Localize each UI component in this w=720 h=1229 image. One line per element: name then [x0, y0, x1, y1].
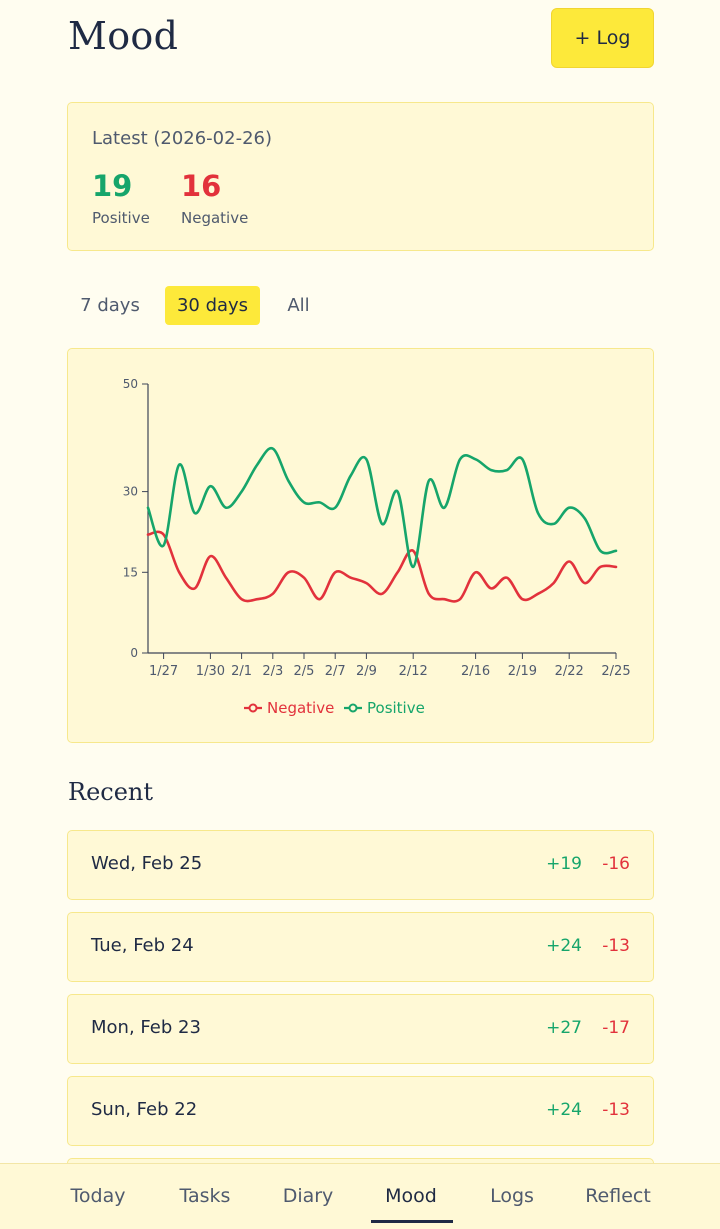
entry-negative: -16: [602, 854, 630, 874]
range-tab-7-days[interactable]: 7 days: [80, 295, 140, 316]
mood-chart: 0 15 30 50 1/27 1/30 2/1 2/3 2/5 2/7 2/9 2/12 2/16 2/…: [123, 377, 631, 717]
mood-chart-card: 0 15 30 50 1/27 1/30 2/1 2/3 2/5 2/7 2/9 2/12 2/16 2/…: [67, 348, 654, 743]
negative-label: Negative: [181, 209, 249, 227]
y-tick-label: 50: [123, 377, 138, 391]
entry-positive: +24: [546, 936, 582, 956]
x-tick-label: 2/22: [555, 664, 584, 679]
series-line-negative: [146, 530, 618, 603]
range-tab-30-days[interactable]: 30 days: [165, 286, 260, 325]
x-tick-label: 2/1: [231, 664, 252, 679]
legend-marker-positive: [348, 703, 358, 713]
negative-value: 16: [181, 169, 222, 203]
bottom-nav: Today Tasks Diary Mood Logs Reflect: [0, 1163, 720, 1229]
entry-date: Wed, Feb 25: [91, 853, 203, 874]
legend-label-positive: Positive: [367, 699, 425, 717]
nav-logs[interactable]: Logs: [490, 1185, 534, 1207]
entry-date: Tue, Feb 24: [91, 935, 194, 956]
x-tick-label: 2/25: [601, 664, 630, 679]
positive-metric: 19 Positive: [92, 169, 150, 227]
nav-reflect[interactable]: Reflect: [585, 1185, 651, 1207]
entry-positive: +24: [546, 1100, 582, 1120]
x-tick-label: 2/12: [399, 664, 428, 679]
page-title: Mood: [68, 14, 179, 58]
nav-tasks[interactable]: Tasks: [179, 1185, 231, 1207]
positive-label: Positive: [92, 209, 150, 227]
entry-positive: +19: [546, 854, 582, 874]
legend-marker-negative: [248, 703, 258, 713]
latest-label: Latest (2026-02-26): [92, 128, 272, 149]
x-tick-label: 1/27: [149, 664, 178, 679]
entry-date: Sun, Feb 22: [91, 1099, 198, 1120]
nav-diary[interactable]: Diary: [282, 1185, 334, 1207]
latest-card: Latest (2026-02-26) 19 Positive 16 Negat…: [67, 102, 654, 251]
recent-entry[interactable]: Mon, Feb 23 +27 -17: [67, 994, 654, 1064]
x-tick-label: 2/19: [508, 664, 537, 679]
entry-date: Mon, Feb 23: [91, 1017, 201, 1038]
x-tick-label: 2/9: [356, 664, 377, 679]
series-line-positive: [146, 446, 618, 569]
x-tick-label: 2/7: [325, 664, 346, 679]
recent-entry[interactable]: Sun, Feb 22 +24 -13: [67, 1076, 654, 1146]
recent-title: Recent: [68, 778, 154, 806]
entry-negative: -17: [602, 1018, 630, 1038]
y-tick-label: 15: [123, 565, 138, 579]
y-tick-label: 30: [123, 485, 138, 499]
negative-metric: 16 Negative: [181, 169, 248, 227]
y-tick-label: 0: [130, 646, 138, 660]
log-button[interactable]: + Log: [551, 8, 654, 68]
active-tab-indicator: [371, 1220, 453, 1223]
positive-value: 19: [92, 169, 133, 203]
recent-entry[interactable]: Tue, Feb 24 +24 -13: [67, 912, 654, 982]
x-tick-label: 2/3: [262, 664, 283, 679]
nav-mood[interactable]: Mood: [385, 1185, 437, 1207]
x-tick-label: 2/5: [294, 664, 315, 679]
entry-negative: -13: [602, 1100, 630, 1120]
x-tick-label: 2/16: [461, 664, 490, 679]
recent-entry[interactable]: Wed, Feb 25 +19 -16: [67, 830, 654, 900]
entry-positive: +27: [546, 1018, 582, 1038]
x-tick-label: 1/30: [196, 664, 225, 679]
entry-negative: -13: [602, 936, 630, 956]
nav-today[interactable]: Today: [70, 1185, 126, 1207]
legend-label-negative: Negative: [267, 699, 334, 717]
range-tab-all[interactable]: All: [287, 295, 310, 316]
